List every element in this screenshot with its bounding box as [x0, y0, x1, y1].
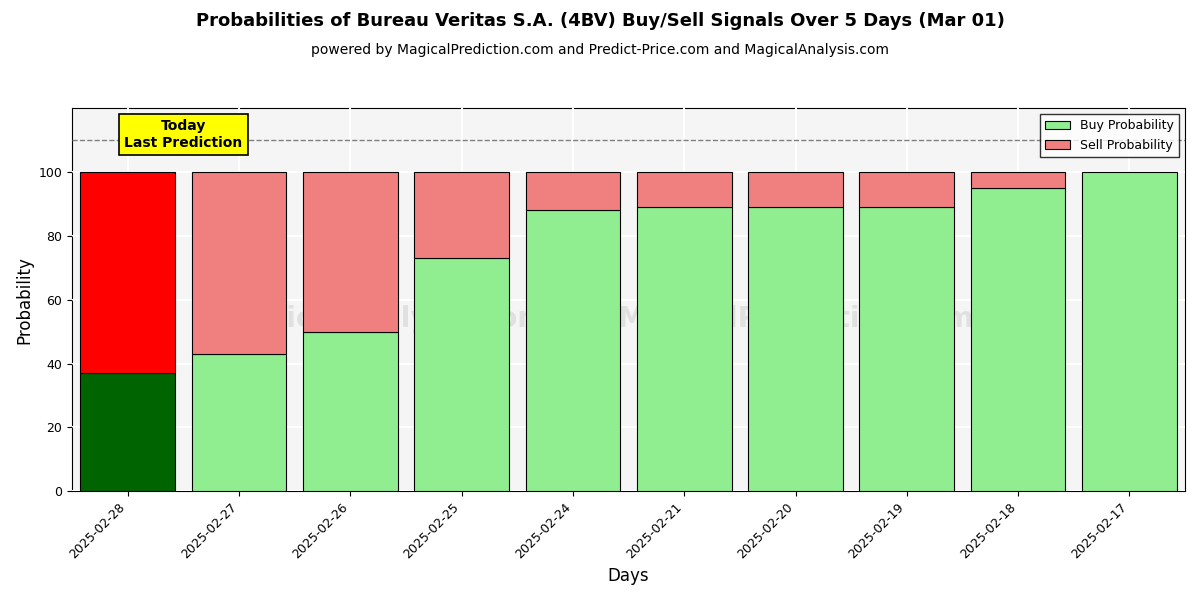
Bar [971, 188, 1066, 491]
Bar [80, 373, 175, 491]
Bar [80, 172, 175, 373]
Bar [749, 172, 842, 207]
X-axis label: Days: Days [607, 567, 649, 585]
Bar [859, 172, 954, 207]
Bar [637, 172, 732, 207]
Bar [526, 210, 620, 491]
Y-axis label: Probability: Probability [16, 256, 34, 344]
Text: powered by MagicalPrediction.com and Predict-Price.com and MagicalAnalysis.com: powered by MagicalPrediction.com and Pre… [311, 43, 889, 57]
Bar [526, 172, 620, 210]
Bar [1082, 172, 1177, 491]
Text: MagicalPrediction.com: MagicalPrediction.com [617, 305, 973, 333]
Bar [192, 354, 287, 491]
Bar [637, 207, 732, 491]
Bar [971, 172, 1066, 188]
Bar [192, 172, 287, 354]
Legend: Buy Probability, Sell Probability: Buy Probability, Sell Probability [1040, 114, 1178, 157]
Bar [859, 207, 954, 491]
Bar [749, 207, 842, 491]
Text: Today
Last Prediction: Today Last Prediction [125, 119, 242, 149]
Text: Probabilities of Bureau Veritas S.A. (4BV) Buy/Sell Signals Over 5 Days (Mar 01): Probabilities of Bureau Veritas S.A. (4B… [196, 12, 1004, 30]
Bar [304, 332, 397, 491]
Bar [414, 172, 509, 258]
Text: MagicalAnalysis.com: MagicalAnalysis.com [221, 305, 547, 333]
Bar [414, 258, 509, 491]
Bar [304, 172, 397, 332]
